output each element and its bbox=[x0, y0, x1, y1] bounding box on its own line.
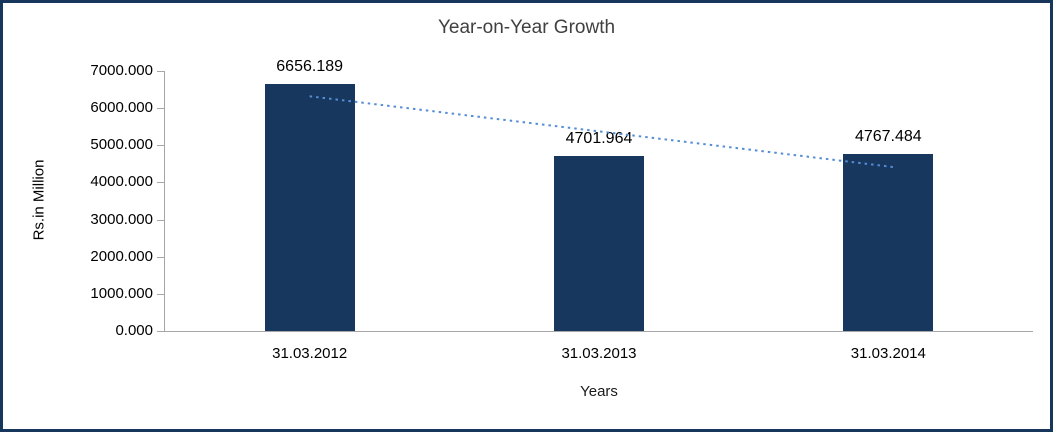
x-tick-label: 31.03.2014 bbox=[850, 345, 926, 362]
y-tick-label: 7000.000 bbox=[90, 62, 153, 79]
y-tick-label: 2000.000 bbox=[90, 247, 153, 265]
y-tick-mark bbox=[157, 145, 165, 147]
chart-title: Year-on-Year Growth bbox=[437, 17, 616, 38]
y-tick-label: 1000.000 bbox=[90, 284, 153, 302]
y-tick-label: 0.000 bbox=[115, 322, 153, 339]
x-tick-label: 31.03.2012 bbox=[272, 345, 348, 362]
y-tick-label: 5000.000 bbox=[90, 136, 153, 154]
y-tick-label: 3000.000 bbox=[90, 210, 153, 228]
bar bbox=[264, 83, 355, 331]
y-tick-mark bbox=[157, 293, 165, 295]
y-tick-label: 6000.000 bbox=[90, 99, 153, 117]
bar-value-label: 4767.484 bbox=[854, 127, 922, 145]
bar-value-label: 6656.189 bbox=[276, 57, 344, 75]
y-tick-mark bbox=[157, 108, 165, 110]
y-axis-title: Rs.in Million bbox=[30, 159, 48, 241]
y-tick-mark bbox=[157, 219, 165, 221]
x-axis-title: Years bbox=[580, 383, 618, 400]
y-tick-mark bbox=[157, 71, 165, 72]
y-tick-mark bbox=[157, 182, 165, 184]
bar bbox=[554, 156, 644, 331]
y-axis-line bbox=[164, 71, 165, 332]
y-tick-mark bbox=[157, 256, 165, 258]
bar-value-label: 4701.964 bbox=[565, 130, 633, 148]
y-tick-label: 4000.000 bbox=[90, 173, 153, 191]
y-tick-mark bbox=[157, 331, 165, 332]
bar bbox=[843, 153, 934, 331]
x-tick-label: 31.03.2013 bbox=[561, 345, 637, 362]
x-axis-line bbox=[165, 331, 1033, 332]
